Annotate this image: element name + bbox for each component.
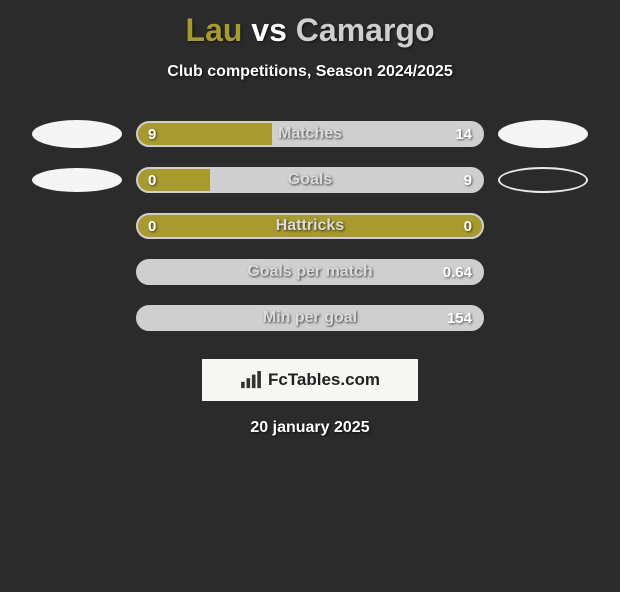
team-badge-right [498, 167, 588, 193]
stat-label: Hattricks [138, 217, 482, 235]
brand-box: FcTables.com [202, 359, 418, 401]
stat-row: 914Matches [0, 111, 620, 157]
stat-label: Goals per match [138, 263, 482, 281]
stat-bar: 154Min per goal [136, 305, 484, 331]
stat-row: 09Goals [0, 157, 620, 203]
team-badge-left [32, 120, 122, 148]
bars-icon [240, 371, 262, 389]
stat-bar: 914Matches [136, 121, 484, 147]
vs-separator: vs [242, 12, 295, 48]
date-text: 20 january 2025 [0, 419, 620, 437]
stat-label: Min per goal [138, 309, 482, 327]
stat-label: Goals [138, 171, 482, 189]
team-badge-left [32, 168, 122, 192]
player2-name: Camargo [296, 12, 435, 48]
player1-name: Lau [186, 12, 243, 48]
team-badge-right [498, 120, 588, 148]
stat-row: 0.64Goals per match [0, 249, 620, 295]
stat-row: 00Hattricks [0, 203, 620, 249]
stat-rows: 914Matches 09Goals 00Hattricks 0.64Goals pe… [0, 111, 620, 341]
stat-bar: 0.64Goals per match [136, 259, 484, 285]
subtitle: Club competitions, Season 2024/2025 [0, 63, 620, 81]
right-badge-slot [498, 120, 588, 148]
stat-bar: 09Goals [136, 167, 484, 193]
left-badge-slot [32, 168, 122, 192]
page-title: Lau vs Camargo [0, 12, 620, 49]
right-badge-slot [498, 167, 588, 193]
brand-text: FcTables.com [268, 370, 380, 390]
stat-row: 154Min per goal [0, 295, 620, 341]
left-badge-slot [32, 120, 122, 148]
stat-bar: 00Hattricks [136, 213, 484, 239]
stat-label: Matches [138, 125, 482, 143]
